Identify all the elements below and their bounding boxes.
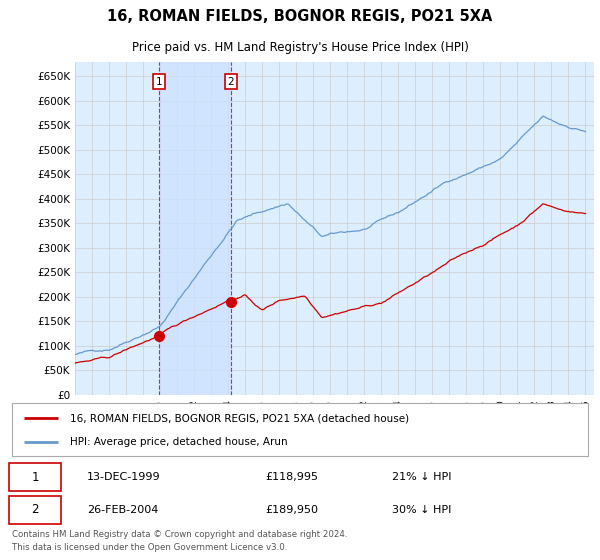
Text: 1: 1 [156, 77, 163, 87]
Text: £189,950: £189,950 [265, 505, 319, 515]
Text: HPI: Average price, detached house, Arun: HPI: Average price, detached house, Arun [70, 436, 287, 446]
Text: 13-DEC-1999: 13-DEC-1999 [87, 472, 161, 482]
Text: 26-FEB-2004: 26-FEB-2004 [87, 505, 158, 515]
Text: 2: 2 [227, 77, 234, 87]
Text: 1: 1 [31, 470, 39, 483]
Text: 21% ↓ HPI: 21% ↓ HPI [392, 472, 452, 482]
Text: Price paid vs. HM Land Registry's House Price Index (HPI): Price paid vs. HM Land Registry's House … [131, 41, 469, 54]
Text: 30% ↓ HPI: 30% ↓ HPI [392, 505, 452, 515]
Bar [160, 62, 231, 395]
FancyBboxPatch shape [9, 496, 61, 524]
Text: 16, ROMAN FIELDS, BOGNOR REGIS, PO21 5XA: 16, ROMAN FIELDS, BOGNOR REGIS, PO21 5XA [107, 9, 493, 24]
Text: 16, ROMAN FIELDS, BOGNOR REGIS, PO21 5XA (detached house): 16, ROMAN FIELDS, BOGNOR REGIS, PO21 5XA… [70, 413, 409, 423]
FancyBboxPatch shape [9, 464, 61, 492]
Text: £118,995: £118,995 [265, 472, 319, 482]
Text: 2: 2 [31, 503, 39, 516]
Text: Contains HM Land Registry data © Crown copyright and database right 2024.
This d: Contains HM Land Registry data © Crown c… [12, 530, 347, 552]
